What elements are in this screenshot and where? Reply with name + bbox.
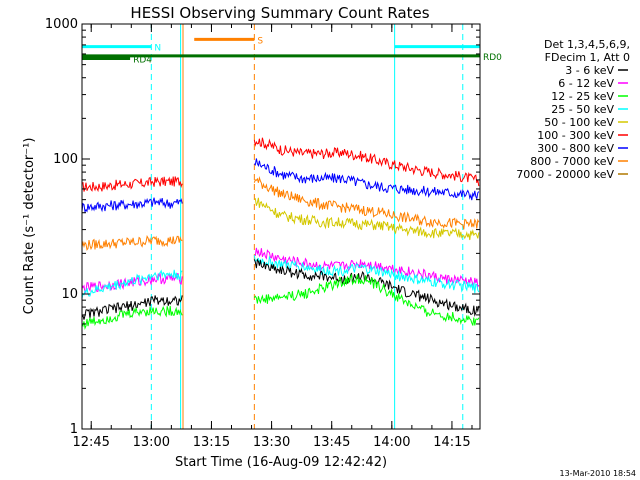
x-tick-label-6: 14:15 [433,435,470,450]
legend-entry-label-2: 12 - 25 keV [551,90,614,103]
axes: 12:45 13:00 13:15 13:30 13:45 14:00 14:15 1 10 10… [45,17,480,450]
series-line-1 [81,158,480,214]
legend-entry-label-4: 50 - 100 keV [544,116,614,129]
series-line-7 [81,273,480,330]
x-tick-label-5: 14:00 [373,435,410,450]
y-tick-label-0: 1 [70,422,78,437]
legend-header-0: Det 1,3,4,5,6,9, [544,38,630,51]
y-tick-label-3: 1000 [45,17,78,32]
y-axis-label: Count Rate (s⁻¹ detector⁻¹) [22,138,37,315]
y-tick-label-2: 100 [53,152,78,167]
series-line-3 [254,197,480,241]
series-line-5 [81,255,480,299]
x-tick-label-2: 13:15 [193,435,230,450]
flag-label-3: RD4 [133,56,152,66]
legend: Det 1,3,4,5,6,9,FDecim 1, Att 03 - 6 keV… [516,38,630,181]
legend-entry-label-8: 7000 - 20000 keV [516,168,614,181]
chart-title: HESSI Observing Summary Count Rates [130,4,429,22]
generation-timestamp: 13-Mar-2010 18:54 [560,469,637,478]
plot-frame [81,23,481,430]
x-tick-label-1: 13:00 [133,435,170,450]
legend-header-1: FDecim 1, Att 0 [545,51,630,64]
x-axis-label: Start Time (16-Aug-09 12:42:42) [175,455,387,470]
x-tick-label-4: 13:45 [313,435,350,450]
series-line-0 [81,137,480,193]
flag-label-1: S [257,36,263,46]
series-line-2 [81,175,480,251]
legend-entry-label-3: 25 - 50 keV [551,103,614,116]
x-tick-label-3: 13:30 [253,435,290,450]
flag-label-2: RD0 [483,53,502,63]
series-line-4 [81,247,480,295]
x-tick-label-0: 12:45 [72,435,109,450]
legend-entry-label-0: 3 - 6 keV [565,64,614,77]
legend-entry-label-1: 6 - 12 keV [558,77,614,90]
legend-entry-label-6: 300 - 800 keV [537,142,614,155]
flag-label-0: N [154,44,161,54]
plot-area: N S RD0 RD4 [81,24,502,429]
series-line-6 [81,258,480,320]
legend-entry-label-7: 800 - 7000 keV [530,155,614,168]
legend-entry-label-5: 100 - 300 keV [537,129,614,142]
y-tick-label-1: 10 [61,287,78,302]
